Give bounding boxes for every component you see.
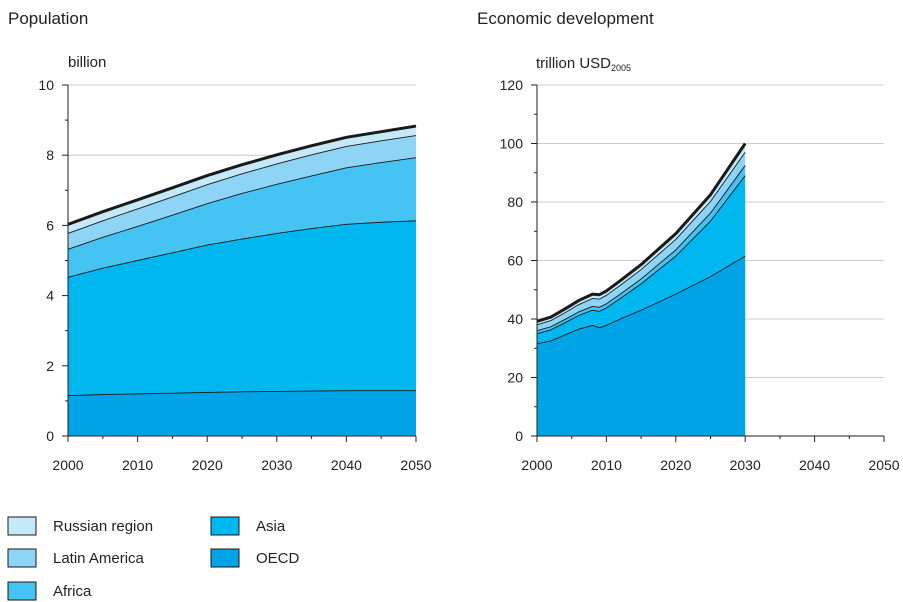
- population-x-tick-label-2010: 2010: [122, 457, 153, 473]
- legend-item-oecd: OECD: [210, 548, 300, 568]
- population-line-russian-region: [67, 124, 417, 226]
- economic-x-tick-label-2000: 2000: [521, 457, 552, 473]
- economic-y-tick-label-120: 120: [500, 77, 524, 93]
- population-area-asia: [68, 220, 416, 396]
- population-areas: [68, 126, 416, 436]
- population-y-tick-label-0: 0: [46, 428, 54, 444]
- population-y-unit: billion: [68, 54, 106, 71]
- legend-item-latin-america: Latin America: [7, 548, 145, 568]
- population-y-tick-label-8: 8: [46, 147, 54, 163]
- population-x-tick-label-2030: 2030: [261, 457, 292, 473]
- legend-swatch-oecd: [210, 548, 240, 568]
- economic-line-russian-region: [536, 142, 747, 323]
- legend-swatch-africa: [7, 581, 37, 601]
- population-line-latin-america: [67, 135, 417, 234]
- economic-line-asia: [536, 175, 746, 335]
- legend-label-asia: Asia: [256, 518, 286, 535]
- economic-y-tick-label-100: 100: [500, 136, 524, 152]
- legend-item-africa: Africa: [7, 581, 92, 601]
- legend-item-russian-region: Russian region: [7, 516, 153, 536]
- economic-y-tick-label-80: 80: [507, 194, 523, 210]
- population-x-tick-label-2040: 2040: [331, 457, 362, 473]
- population-boundary-lines: [67, 124, 417, 397]
- economic-y-unit-subscript: 2005: [611, 63, 631, 73]
- economic-x-tick-label-2030: 2030: [730, 457, 761, 473]
- population-x-tick-label-2050: 2050: [400, 457, 431, 473]
- legend-label-oecd: OECD: [256, 550, 300, 567]
- economic-boundary-lines: [536, 142, 747, 345]
- economic-y-unit-main: trillion USD: [536, 55, 611, 72]
- population-area-russian-region: [68, 126, 416, 234]
- economic-x-tick-label-2040: 2040: [799, 457, 830, 473]
- population-x-tick-label-2000: 2000: [52, 457, 83, 473]
- population-y-tick-label-4: 4: [46, 288, 54, 304]
- legend-swatch-asia: [210, 516, 240, 536]
- economic-x-tick-label-2050: 2050: [868, 457, 899, 473]
- legend: Russian region Latin America Africa Asia OEC…: [7, 516, 300, 601]
- economic-y-tick-label-60: 60: [507, 253, 523, 269]
- population-chart: Population billion 0 2 4 6 8 10 2000 2010 2020 20…: [8, 9, 432, 473]
- legend-label-latin-america: Latin America: [53, 550, 145, 567]
- economic-line-latin-america: [536, 152, 746, 326]
- economic-y-tick-label-40: 40: [507, 311, 523, 327]
- population-y-tick-label-6: 6: [46, 217, 54, 233]
- economic-chart-title: Economic development: [477, 9, 654, 28]
- economic-chart: Economic development trillion USD2005 0 2…: [477, 9, 900, 473]
- population-area-latin-america: [68, 135, 416, 250]
- economic-line-oecd: [536, 255, 746, 345]
- economic-x-tick-label-2010: 2010: [591, 457, 622, 473]
- population-line-asia: [67, 220, 417, 278]
- economic-area-oecd: [537, 256, 746, 436]
- population-area-oecd: [68, 390, 416, 436]
- population-chart-title: Population: [8, 9, 88, 28]
- population-y-tick-label-2: 2: [46, 358, 54, 374]
- population-area-africa: [68, 157, 416, 278]
- population-x-tick-label-2020: 2020: [192, 457, 223, 473]
- economic-y-unit: trillion USD2005: [536, 55, 631, 73]
- economic-line-africa: [536, 165, 746, 332]
- legend-label-africa: Africa: [53, 583, 92, 600]
- legend-label-russian-region: Russian region: [53, 518, 153, 535]
- legend-swatch-russian-region: [7, 516, 37, 536]
- legend-swatch-latin-america: [7, 548, 37, 568]
- economic-y-tick-label-20: 20: [507, 370, 523, 386]
- population-y-tick-label-10: 10: [38, 77, 54, 93]
- population-axes: 0 2 4 6 8 10 2000 2010 2020 2030 2040 2050: [38, 77, 431, 473]
- legend-item-asia: Asia: [210, 516, 286, 536]
- economic-y-tick-label-0: 0: [515, 428, 523, 444]
- population-line-africa: [67, 157, 417, 250]
- population-line-oecd: [67, 390, 416, 397]
- economic-x-tick-label-2020: 2020: [660, 457, 691, 473]
